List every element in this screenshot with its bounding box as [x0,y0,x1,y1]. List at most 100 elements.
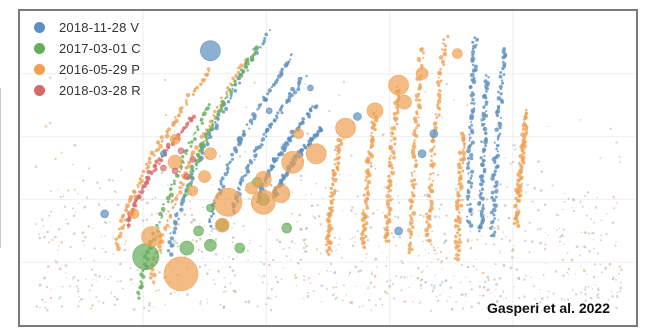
bg-dot [111,179,115,182]
data-point-0-2 [307,84,314,92]
streak-point [194,163,197,166]
bg-dot [419,280,422,282]
streak-point [210,127,213,130]
bg-dot [562,228,565,231]
bg-dot [338,94,341,97]
streak-point [239,177,245,183]
streak-point [174,118,179,124]
streak-point [140,174,144,178]
bg-dot [609,127,612,130]
bg-dot [302,238,306,242]
bg-dot [272,258,275,262]
bg-dot [112,253,115,255]
bg-dot [443,232,447,236]
bg-dot [376,209,379,211]
bg-dot [517,276,520,280]
bg-dot [502,291,505,294]
bg-dot [304,194,307,196]
streak-point [395,122,399,126]
bg-dot [530,276,532,279]
bg-dot [526,183,529,186]
legend-item-2: 2016-05-29 P [34,59,141,80]
bg-dot [439,217,441,220]
streak-point [439,79,443,83]
streak-point [484,74,488,77]
streak-point [458,210,461,213]
streak-point [498,132,502,136]
streak-point [233,82,238,87]
bg-dot [488,306,492,310]
bg-dot [110,292,113,295]
streak-point [280,67,284,72]
streak-point [468,195,471,198]
bg-dot [184,255,187,257]
bg-dot [333,148,337,152]
streak-point [244,173,248,177]
streak-point [469,72,475,78]
bg-dot [386,292,389,295]
bg-dot [523,295,526,298]
streak-point [469,128,474,133]
streak-point [163,225,168,231]
streak-point [260,103,263,106]
bg-dot [119,280,122,283]
bg-dot [316,249,318,252]
bg-dot [95,295,98,299]
bg-dot [312,215,314,217]
streak-point [268,29,271,32]
bg-dot [103,221,107,224]
streak-point [457,227,461,232]
bg-dot [148,301,151,305]
streak-point [388,183,393,188]
streak-point [262,133,266,136]
bg-dot [479,294,481,297]
streak-point [185,148,189,153]
bg-dot [60,151,63,154]
bg-dot [386,256,388,258]
streak-point [470,50,476,55]
bg-dot [543,305,546,308]
streak-point [384,227,389,232]
bg-dot [502,263,506,267]
streak-point [408,198,413,203]
bg-dot [334,298,337,301]
bg-dot [354,265,358,269]
streak-point [421,51,425,55]
bg-dot [586,273,588,275]
streak-point [269,122,274,126]
streak-point [205,106,210,111]
bg-dot [337,243,340,246]
bg-dot [244,150,247,153]
bg-dot [247,301,251,304]
streak-point [519,163,523,168]
streak-point [158,211,163,217]
streak-point [412,116,418,121]
bg-dot [600,239,602,242]
bg-dot [223,286,227,289]
streak-point [289,58,292,61]
bg-dot [75,285,78,288]
bg-dot [235,256,238,258]
bg-dot [93,260,95,262]
bg-dot [593,247,595,250]
data-point-0-9 [394,226,403,236]
bg-dot [591,288,594,290]
bg-dot [77,305,80,308]
streak-point [305,74,308,78]
bg-dot [156,212,159,215]
streak-point [493,217,496,220]
bg-dot [505,235,507,238]
bg-dot [150,213,153,216]
streak-point [461,169,465,173]
bg-dot [231,241,234,244]
bg-dot [123,248,127,252]
data-point-1-8 [193,225,204,237]
bg-dot [87,225,90,228]
bg-dot [278,240,282,244]
bg-dot [214,283,217,286]
data-point-2-22 [204,147,217,160]
streak-point [225,163,230,167]
bg-dot [594,206,598,209]
bg-dot [371,271,373,273]
streak-point [494,180,499,185]
